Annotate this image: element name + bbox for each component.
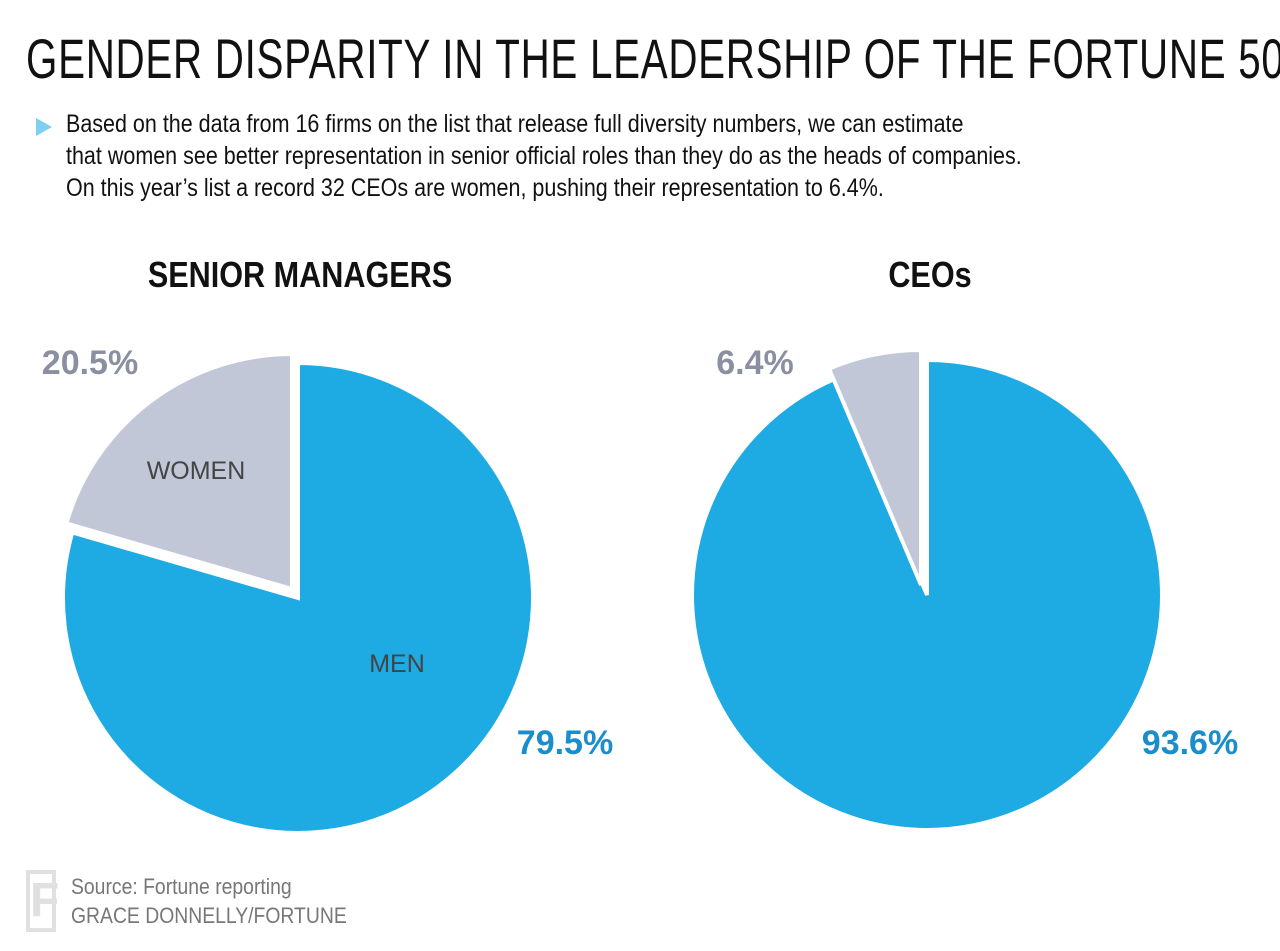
pie-slice-men [61,360,535,835]
bullet-arrow-icon [36,118,52,136]
subtitle-line: that women see better representation in … [66,142,1022,170]
pie-slice-women [63,351,294,592]
subtitle-line: On this year’s list a record 32 CEOs are… [66,174,884,202]
source-text: Source: Fortune reporting [71,874,292,899]
chart-title: GENDER DISPARITY IN THE LEADERSHIP OF TH… [26,27,1280,90]
men-slice-label: MEN [369,650,425,678]
women-percent-label: 6.4% [716,344,794,382]
pie-slice-women [826,347,923,586]
women-percent-label: 20.5% [42,344,138,382]
pie-slice-men [690,357,1164,832]
fortune-logo: F [26,870,59,932]
women-slice-label: WOMEN [147,457,246,485]
pie-title-ceos: CEOs [888,254,972,295]
credit-text: GRACE DONNELLY/FORTUNE [71,903,347,928]
men-percent-label: 79.5% [517,724,613,762]
men-percent-label: 93.6% [1142,724,1238,762]
subtitle-line: Based on the data from 16 firms on the l… [66,110,964,138]
pie-title-senior-managers: SENIOR MANAGERS [147,254,453,295]
subtitle: Based on the data from 16 firms on the l… [66,108,1022,204]
